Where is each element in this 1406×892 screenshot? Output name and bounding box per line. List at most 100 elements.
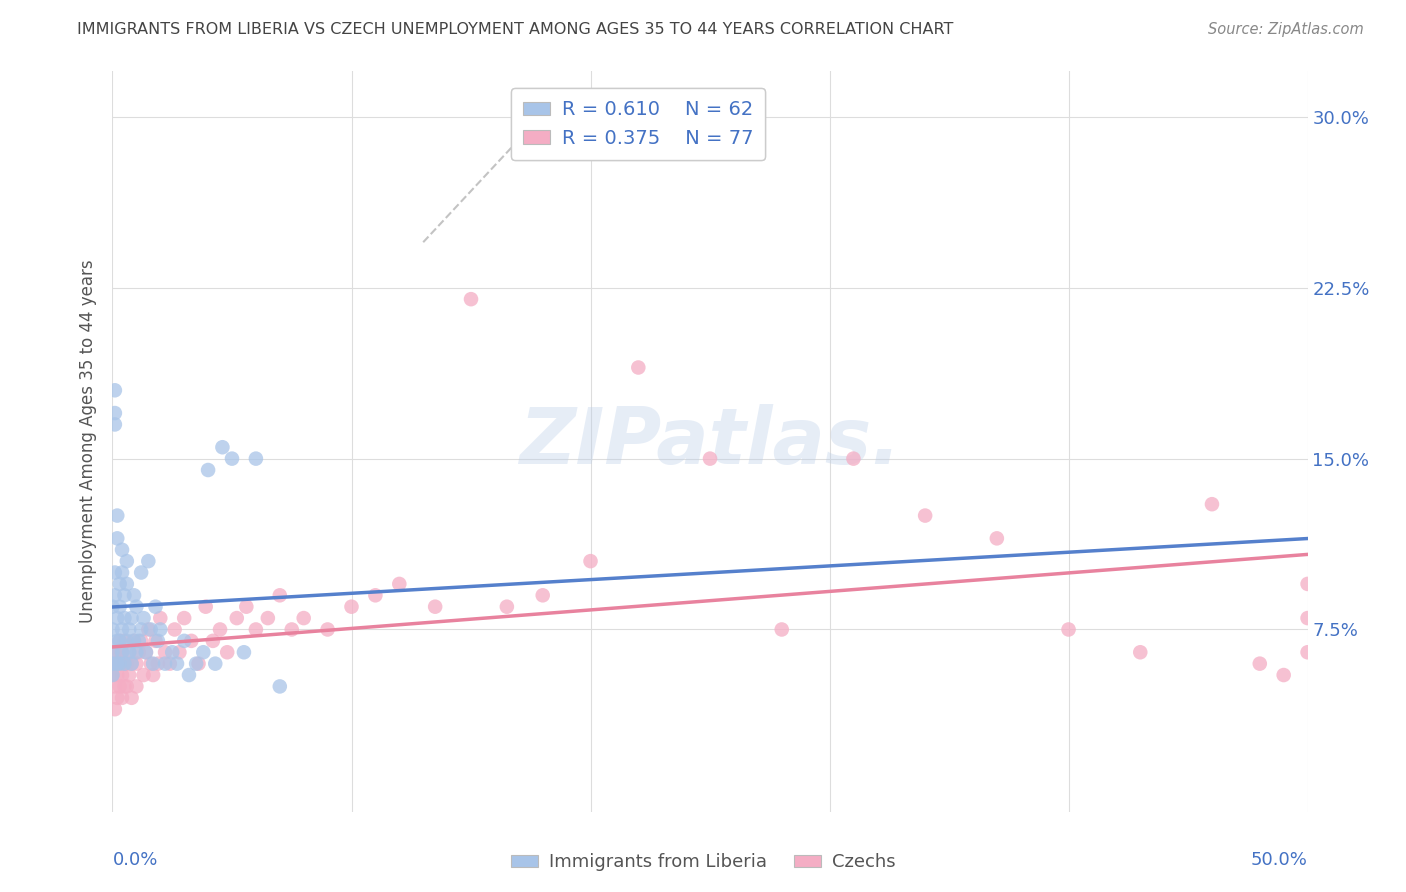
Point xyxy=(269,588,291,602)
Point xyxy=(111,668,134,682)
Point xyxy=(1249,657,1271,671)
Point xyxy=(138,623,160,637)
Point xyxy=(149,611,172,625)
Point xyxy=(139,623,162,637)
Point xyxy=(122,633,145,648)
Point xyxy=(245,623,267,637)
Point xyxy=(146,657,169,671)
Point xyxy=(142,657,165,671)
Point xyxy=(105,657,128,671)
Point xyxy=(105,611,128,625)
Point xyxy=(233,645,256,659)
Point xyxy=(1129,645,1152,659)
Point xyxy=(1272,668,1295,682)
Point xyxy=(225,611,247,625)
Point xyxy=(115,554,138,568)
Point xyxy=(135,645,157,659)
Point xyxy=(122,633,145,648)
Point xyxy=(132,611,155,625)
Point xyxy=(129,566,152,580)
Point xyxy=(105,532,128,546)
Point xyxy=(531,588,554,602)
Legend: Immigrants from Liberia, Czechs: Immigrants from Liberia, Czechs xyxy=(503,847,903,879)
Point xyxy=(1057,623,1080,637)
Point xyxy=(146,633,169,648)
Legend: R = 0.610    N = 62, R = 0.375    N = 77: R = 0.610 N = 62, R = 0.375 N = 77 xyxy=(512,88,765,160)
Point xyxy=(201,633,224,648)
Point xyxy=(699,451,721,466)
Point xyxy=(770,623,793,637)
Point xyxy=(163,623,186,637)
Point xyxy=(104,384,127,398)
Point xyxy=(101,623,124,637)
Point xyxy=(153,657,176,671)
Point xyxy=(186,657,208,671)
Point xyxy=(111,690,134,705)
Point xyxy=(104,702,127,716)
Point xyxy=(1296,611,1319,625)
Point xyxy=(193,645,215,659)
Point xyxy=(108,577,131,591)
Text: Source: ZipAtlas.com: Source: ZipAtlas.com xyxy=(1208,22,1364,37)
Point xyxy=(257,611,280,625)
Point xyxy=(111,566,134,580)
Point xyxy=(104,680,127,694)
Point xyxy=(128,633,150,648)
Point xyxy=(115,680,138,694)
Point xyxy=(118,645,141,659)
Point xyxy=(108,645,131,659)
Point xyxy=(211,440,233,454)
Text: 50.0%: 50.0% xyxy=(1251,851,1308,869)
Point xyxy=(104,645,127,659)
Point xyxy=(217,645,239,659)
Text: ZIPatlas.: ZIPatlas. xyxy=(519,403,901,480)
Point xyxy=(139,657,162,671)
Point xyxy=(105,508,128,523)
Point xyxy=(101,668,124,682)
Point xyxy=(194,599,217,614)
Point xyxy=(1201,497,1223,511)
Point xyxy=(121,657,143,671)
Point xyxy=(388,577,411,591)
Point xyxy=(235,599,257,614)
Point xyxy=(173,633,195,648)
Point xyxy=(108,633,131,648)
Point xyxy=(364,588,387,602)
Point xyxy=(166,657,188,671)
Point xyxy=(101,657,124,671)
Point xyxy=(842,451,865,466)
Point xyxy=(135,645,157,659)
Point xyxy=(269,680,291,694)
Point xyxy=(114,588,135,602)
Point xyxy=(101,599,124,614)
Point xyxy=(114,657,135,671)
Text: IMMIGRANTS FROM LIBERIA VS CZECH UNEMPLOYMENT AMONG AGES 35 TO 44 YEARS CORRELAT: IMMIGRANTS FROM LIBERIA VS CZECH UNEMPLO… xyxy=(77,22,953,37)
Point xyxy=(101,657,124,671)
Point xyxy=(114,680,135,694)
Point xyxy=(114,657,135,671)
Point xyxy=(162,645,183,659)
Point xyxy=(111,645,134,659)
Point xyxy=(145,599,167,614)
Point xyxy=(111,542,134,557)
Point xyxy=(221,451,243,466)
Point xyxy=(159,657,181,671)
Point xyxy=(114,633,135,648)
Point xyxy=(138,554,160,568)
Point xyxy=(187,657,209,671)
Point xyxy=(101,668,124,682)
Point xyxy=(125,599,148,614)
Point xyxy=(496,599,519,614)
Point xyxy=(104,406,127,420)
Point xyxy=(129,633,152,648)
Point xyxy=(101,645,124,659)
Point xyxy=(111,623,134,637)
Point xyxy=(180,633,202,648)
Point xyxy=(145,633,167,648)
Point xyxy=(108,599,131,614)
Point xyxy=(118,668,141,682)
Point xyxy=(209,623,232,637)
Point xyxy=(281,623,304,637)
Point xyxy=(460,292,482,306)
Point xyxy=(149,623,172,637)
